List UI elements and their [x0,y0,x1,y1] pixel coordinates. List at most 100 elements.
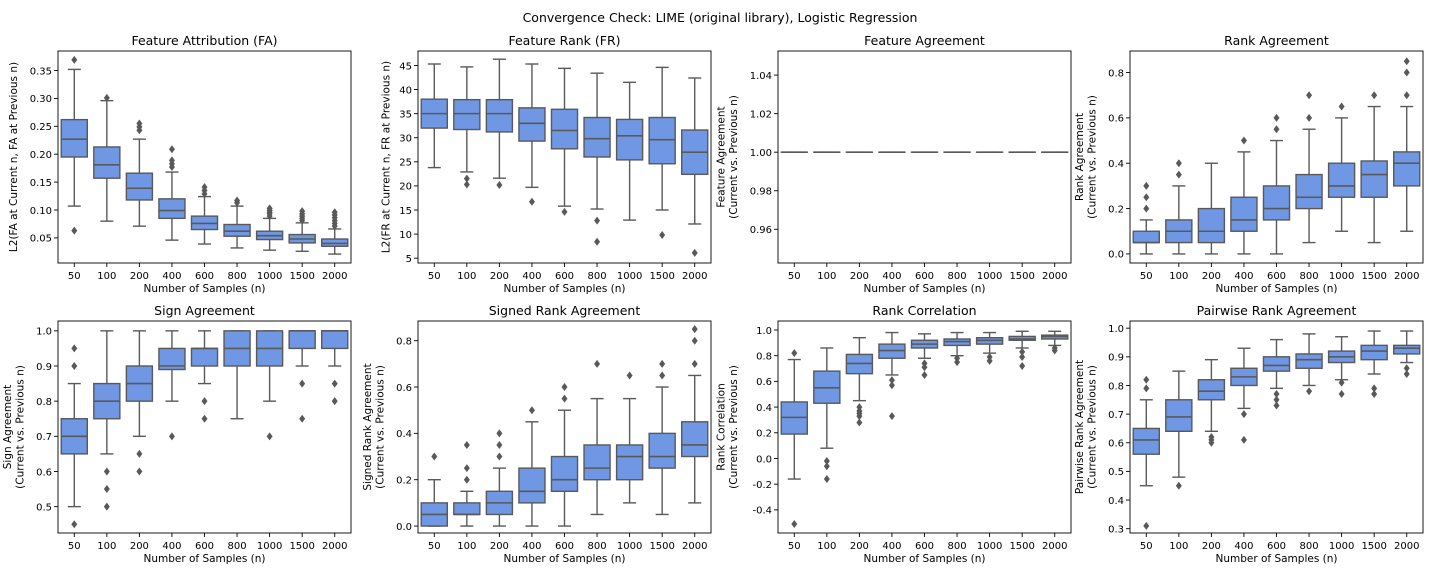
box-2000 [1394,57,1420,231]
panel-title: Feature Rank (FR) [508,33,620,48]
box-400 [159,331,185,440]
outlier-point [824,475,830,483]
x-tick-label: 1000 [257,271,282,282]
outlier-point [1306,114,1312,122]
x-tick-label: 1000 [617,271,642,282]
outlier-point [1274,125,1280,133]
panel-7: Rank Correlation-0.4-0.20.00.20.40.60.81… [716,303,1071,565]
box-iqr [1394,152,1420,186]
outlier-point [692,249,698,257]
panel-title: Rank Correlation [872,303,976,318]
x-tick-label: 600 [195,271,214,282]
outlier-point [1176,171,1182,179]
y-tick-label: 0.0 [396,522,412,533]
y-tick-label: 0.6 [396,383,412,394]
box-600 [191,331,217,423]
outlier-point [1339,103,1345,111]
y-tick-label: 0.30 [30,94,52,105]
outlier-point [71,227,77,235]
x-tick-label: 1000 [1329,541,1354,552]
outlier-point [594,360,600,368]
outlier-point [562,208,568,216]
box-600 [911,334,937,379]
x-axis-label: Number of Samples (n) [863,553,985,565]
x-tick-label: 100 [97,541,116,552]
panel-title: Rank Agreement [1224,33,1329,48]
box-1000 [617,82,643,220]
box-1500 [649,67,675,239]
box-1500 [289,331,315,423]
y-tick-label: 0.5 [1108,467,1124,478]
x-tick-label: 600 [555,541,574,552]
outlier-point [496,429,502,437]
y-tick-label: 0.20 [30,150,52,161]
panel-title: Signed Rank Agreement [489,303,641,318]
y-tick-label: 0.0 [756,454,772,465]
x-tick-label: 200 [850,271,869,282]
box-50 [61,344,87,528]
outlier-point [659,231,665,239]
box-iqr [519,468,545,503]
outlier-point [889,412,895,420]
y-axis-label: Feature Agreement [716,106,728,207]
y-tick-label: 20 [399,182,412,193]
x-tick-label: 400 [882,541,901,552]
outlier-point [202,415,208,423]
y-tick-label: 0.9 [1108,353,1124,364]
box-2000 [322,208,348,254]
outlier-point [332,397,338,405]
x-tick-label: 1500 [289,271,314,282]
x-tick-label: 100 [457,541,476,552]
y-tick-label: 0.8 [1108,381,1124,392]
box-100 [1166,159,1192,254]
box-iqr [454,100,480,130]
panel-title: Feature Attribution (FA) [131,33,277,48]
panel-title: Feature Agreement [864,33,985,48]
outlier-point [791,349,797,357]
x-tick-label: 50 [1140,271,1153,282]
y-tick-label: 0.6 [1108,439,1124,450]
outlier-point [104,467,110,475]
outlier-point [1143,384,1149,392]
outlier-point [1241,436,1247,444]
y-axis-label: (Current vs. Previous n) [1086,365,1098,489]
box-400 [1231,137,1257,254]
figure-title: Convergence Check: LIME (original librar… [523,10,918,25]
y-tick-label: 0.4 [756,403,772,414]
y-axis-label: L2(FR at Current n, FR at Previous n) [381,61,393,253]
y-tick-label: 10 [399,230,412,241]
outlier-point [1019,353,1025,361]
outlier-point [496,453,502,461]
box-1500 [1009,331,1035,370]
x-tick-label: 50 [428,271,441,282]
box-2000 [1394,331,1420,378]
x-tick-label: 1500 [289,541,314,552]
y-tick-label: 45 [399,61,412,72]
x-tick-label: 100 [1169,271,1188,282]
outlier-point [299,415,305,423]
box-400 [519,64,545,206]
x-axis-label: Number of Samples (n) [143,283,265,295]
outlier-point [104,485,110,493]
outlier-point [71,362,77,370]
box-iqr [191,348,217,366]
x-tick-label: 1500 [649,271,674,282]
box-50 [421,64,447,168]
y-tick-label: 0.6 [756,377,772,388]
box-600 [551,383,577,526]
box-100 [454,67,480,189]
box-iqr [649,117,675,163]
box-100 [1166,371,1192,490]
outlier-point [464,464,470,472]
y-tick-label: 0.2 [756,429,772,440]
x-tick-label: 1000 [257,541,282,552]
x-tick-label: 400 [1234,271,1253,282]
box-800 [584,360,610,515]
y-tick-label: 0.4 [396,429,412,440]
box-50 [781,349,807,528]
x-tick-label: 800 [1300,541,1319,552]
box-iqr [551,457,577,492]
x-tick-label: 1500 [649,541,674,552]
